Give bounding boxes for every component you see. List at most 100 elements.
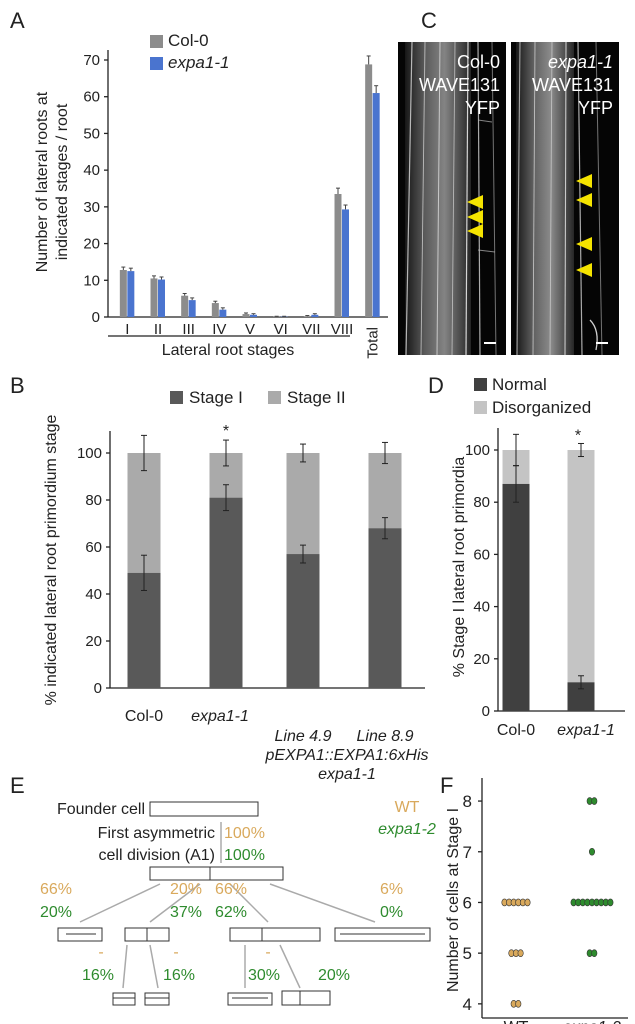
panel-b-significance: * (223, 423, 229, 440)
branch1-wt: 66% (40, 881, 72, 898)
panel-a-x-tick-label: IV (212, 321, 226, 338)
micrograph-expa1-genotype: expa1-1 (548, 52, 613, 72)
panel-b-y-tick-label: 60 (85, 539, 102, 556)
panel-a-y-tick-label: 30 (83, 199, 100, 216)
panel-a-y-tick-label: 10 (83, 272, 100, 289)
panel-a-bar-expa1 (342, 209, 349, 317)
panel-a-x-tick-label: II (154, 321, 162, 338)
a1-label-line1: First asymmetric (98, 825, 215, 842)
panel-d-bar-normal (502, 483, 530, 711)
dash-2: - (173, 944, 178, 961)
legend-swatch-disorganized (474, 401, 487, 414)
panel-d-x-tick-label: expa1-1 (557, 722, 615, 739)
branch4-mut: 0% (380, 904, 403, 921)
branch2-mut: 37% (170, 904, 202, 921)
panel-a-bar-expa1 (158, 279, 165, 317)
panel-d-y-tick-label: 100 (465, 442, 490, 459)
panel-b-x-tick-label: Col-0 (125, 708, 163, 725)
a1-daughter-small (149, 866, 211, 881)
panel-e: E Founder cell First asymmetric cell div… (10, 773, 436, 1006)
branch3-wt: 66% (215, 881, 247, 898)
panel-d-significance: * (575, 427, 581, 444)
panel-b-bar-stage1 (209, 497, 243, 688)
panel-a-bar-expa1 (219, 309, 227, 317)
micrograph-expa1-marker: WAVE131 (532, 75, 613, 95)
panel-a-x-tick-label: VII (302, 321, 320, 338)
panel-f-xlabel-wt: WT (504, 1019, 529, 1024)
panel-b-bar-stage2 (127, 453, 161, 573)
panel-d-y-tick-label: 20 (473, 651, 490, 668)
panel-a-bar-expa1 (127, 271, 135, 317)
micrograph-col0-genotype: Col-0 (457, 52, 500, 72)
panel-a-bar-col0 (242, 314, 250, 317)
dash-3: - (265, 944, 270, 961)
panel-a-ylabel-line1: Number of lateral roots at (34, 91, 51, 272)
panel-d-bar-disorganized (567, 450, 595, 683)
panel-b-line89: Line 8.9 (357, 728, 414, 745)
panel-d-y-tick-label: 80 (473, 494, 490, 511)
arrowhead-icon (576, 263, 592, 277)
panel-f-dot-expa1-2 (588, 847, 595, 856)
panel-a-bar-expa1 (250, 314, 257, 317)
branch3-mut: 62% (215, 904, 247, 921)
panel-b-y-tick-label: 80 (85, 492, 102, 509)
legend-label-stage2: Stage II (287, 388, 346, 407)
panel-d-ylabel: % Stage I lateral root primordia (451, 457, 468, 678)
arrowhead-icon (467, 224, 483, 238)
panel-f-dot-wt (517, 949, 524, 957)
panel-a-bar-expa1 (372, 93, 380, 318)
panel-a-y-tick-label: 50 (83, 125, 100, 142)
panel-a-bar-col0 (365, 64, 373, 317)
panel-a-ylabel-line2: indicated stages / root (54, 103, 71, 260)
panel-b-line49: Line 4.9 (275, 728, 332, 745)
panel-b-bar-stage2 (368, 453, 402, 529)
panel-b: B % indicated lateral root primordium st… (10, 373, 429, 783)
panel-a-bar-col0 (150, 278, 158, 317)
panel-b-x-tick-label: expa1-1 (191, 708, 249, 725)
panel-label-c: C (421, 8, 437, 33)
panel-b-bar-stage1 (127, 572, 161, 688)
micrograph-col0-marker: WAVE131 (419, 75, 500, 95)
cell-config-3 (229, 927, 321, 942)
panel-f-y-tick-label: 6 (463, 893, 472, 912)
panel-a-bar-col0 (181, 295, 189, 317)
panel-f-dot-wt (515, 1000, 522, 1008)
panel-b-y-tick-label: 100 (77, 445, 102, 462)
panel-f: F Number of cells at Stage I 4 5 6 7 8 WT ex… (440, 773, 628, 1024)
legend-label-normal: Normal (492, 375, 547, 394)
arrowhead-icon (467, 195, 483, 209)
legend-wt: WT (395, 799, 420, 816)
panel-f-ylabel: Number of cells at Stage I (445, 808, 462, 992)
panel-a-bar-col0 (303, 316, 311, 317)
panel-b-bar-stage2 (286, 453, 320, 555)
panel-a-x-tick-label: Total (365, 327, 382, 359)
micrograph-col0: Col-0 WAVE131 YFP (398, 41, 506, 356)
panel-a-xlabel: Lateral root stages (162, 342, 295, 359)
arrowhead-icon (576, 237, 592, 251)
panel-a: A Number of lateral roots at indicated s… (10, 8, 388, 359)
panel-b-bar-stage1 (286, 554, 320, 688)
panel-a-y-tick-label: 20 (83, 236, 100, 253)
panel-label-f: F (440, 773, 453, 798)
arrowhead-icon (576, 193, 592, 207)
panel-label-e: E (10, 773, 25, 798)
panel-b-ylabel: % indicated lateral root primordium stag… (43, 415, 60, 706)
panel-a-bar-col0 (211, 303, 219, 317)
panel-a-y-tick-label: 60 (83, 89, 100, 106)
panel-f-y-tick-label: 7 (463, 843, 472, 862)
arrowhead-icon (467, 210, 483, 224)
branch4-wt: 6% (380, 881, 403, 898)
panel-f-y-tick-label: 5 (463, 944, 472, 963)
legend-expa1-2: expa1-2 (378, 821, 436, 838)
sub3-mut: 30% (248, 967, 280, 984)
panel-b-y-tick-label: 40 (85, 586, 102, 603)
legend-swatch-normal (474, 378, 487, 391)
panel-f-xlabel-mut: expa1-2 (563, 1019, 621, 1024)
sub2-mut: 16% (163, 967, 195, 984)
panel-a-x-tick-label: III (182, 321, 195, 338)
panel-f-dot-expa1-2 (607, 898, 614, 907)
panel-a-x-tick-label: VI (274, 321, 288, 338)
panel-a-bar-col0 (119, 270, 127, 317)
panel-f-dot-expa1-2 (591, 797, 598, 805)
legend-swatch-stage2 (268, 391, 281, 404)
